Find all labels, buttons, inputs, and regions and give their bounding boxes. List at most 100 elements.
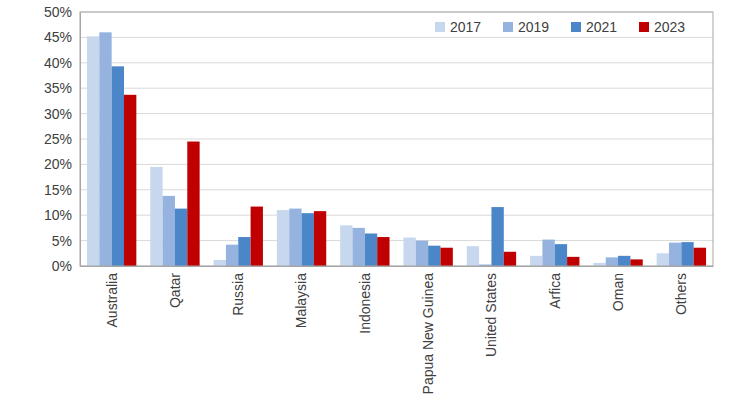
y-tick: 40% <box>44 55 80 71</box>
bar <box>530 256 542 266</box>
y-tick-label: 40% <box>44 55 72 71</box>
bar <box>353 228 365 266</box>
x-tick-label: Indonesia <box>357 273 373 334</box>
x-tick: Others <box>673 273 689 315</box>
x-tick: Oman <box>610 273 626 311</box>
y-tick-label: 35% <box>44 80 72 96</box>
bar <box>340 225 352 266</box>
x-tick-label: Others <box>673 273 689 315</box>
y-tick-label: 30% <box>44 106 72 122</box>
bar <box>377 237 389 266</box>
bar <box>542 240 554 266</box>
bar <box>365 233 377 266</box>
legend-swatch <box>639 22 649 32</box>
y-tick: 45% <box>44 29 80 45</box>
y-tick: 20% <box>44 156 80 172</box>
y-tick-label: 50% <box>44 4 72 20</box>
y-tick: 35% <box>44 80 80 96</box>
bar <box>187 142 199 266</box>
bar <box>87 36 99 266</box>
bar <box>606 257 618 266</box>
y-tick: 5% <box>52 233 80 249</box>
bar <box>112 66 124 266</box>
legend-item: 2019 <box>503 19 549 35</box>
y-tick-label: 45% <box>44 29 72 45</box>
x-tick-label: Oman <box>610 273 626 311</box>
bars <box>87 32 706 266</box>
bar <box>214 260 226 266</box>
y-tick-label: 15% <box>44 182 72 198</box>
bar <box>669 243 681 266</box>
y-axis: 0% 5% 10% 15% 20% 25% 30% 35% 40% 45% 50% <box>44 4 81 274</box>
x-tick-label: Malaysia <box>293 273 309 328</box>
bar <box>226 245 238 266</box>
bar <box>681 242 693 266</box>
y-tick-label: 5% <box>52 233 72 249</box>
bar <box>277 210 289 266</box>
y-axis-line <box>80 13 81 267</box>
grid-line <box>80 62 713 63</box>
bar <box>416 241 428 266</box>
x-axis-line <box>81 266 714 267</box>
y-tick: 30% <box>44 106 80 122</box>
bar <box>630 259 642 266</box>
x-tick: Papua New Guinea <box>420 273 436 395</box>
bar <box>124 95 136 266</box>
x-tick-label: Russia <box>230 273 246 316</box>
legend-label: 2017 <box>450 19 481 35</box>
y-tick-label: 0% <box>52 258 72 274</box>
grid-line <box>80 164 713 165</box>
x-tick: United States <box>483 273 499 357</box>
y-tick: 25% <box>44 131 80 147</box>
grid-line <box>80 37 713 38</box>
x-tick: Australia <box>104 273 120 328</box>
x-tick-label: Qatar <box>167 273 183 308</box>
bar <box>403 238 415 266</box>
series <box>112 66 694 266</box>
plot-frame <box>80 12 713 266</box>
bar <box>99 32 111 266</box>
y-tick-label: 10% <box>44 207 72 223</box>
legend-label: 2021 <box>586 19 617 35</box>
legend-swatch <box>503 22 513 32</box>
y-tick: 15% <box>44 182 80 198</box>
y-tick-label: 25% <box>44 131 72 147</box>
bar <box>238 237 250 266</box>
bar <box>657 253 669 266</box>
bar <box>694 248 706 266</box>
chart: 0% 5% 10% 15% 20% 25% 30% 35% 40% 45% 50% Australia… <box>0 0 730 410</box>
legend-label: 2019 <box>518 19 549 35</box>
series <box>87 36 669 266</box>
grid <box>80 12 713 266</box>
y-tick: 50% <box>44 4 80 20</box>
x-tick-label: Australia <box>104 273 120 328</box>
y-tick: 0% <box>52 258 80 274</box>
y-tick: 10% <box>44 207 80 223</box>
bar <box>618 256 630 266</box>
legend-item: 2023 <box>639 19 685 35</box>
bar <box>302 213 314 266</box>
x-tick: Qatar <box>167 273 183 308</box>
legend-item: 2021 <box>571 19 617 35</box>
x-tick-label: United States <box>483 273 499 357</box>
bar <box>467 246 479 266</box>
legend-item: 2017 <box>435 19 481 35</box>
x-tick: Indonesia <box>357 273 373 334</box>
x-axis: Australia Qatar Russia Malaysia Indonesia Pap… <box>81 267 714 395</box>
bar <box>150 167 162 266</box>
legend-label: 2023 <box>654 19 685 35</box>
legend-swatch <box>571 22 581 32</box>
grid-line <box>80 189 713 190</box>
legend: 2017 2019 2021 2023 <box>435 19 685 35</box>
grid-line <box>80 139 713 140</box>
bar <box>504 252 516 266</box>
bar <box>567 257 579 266</box>
bar <box>289 209 301 266</box>
bar <box>314 211 326 266</box>
x-tick-label: Arfica <box>547 273 563 309</box>
plot: 0% 5% 10% 15% 20% 25% 30% 35% 40% 45% 50% Australia… <box>44 4 714 394</box>
bar <box>163 196 175 266</box>
y-tick-label: 20% <box>44 156 72 172</box>
grid-line <box>80 113 713 114</box>
legend-swatch <box>435 22 445 32</box>
